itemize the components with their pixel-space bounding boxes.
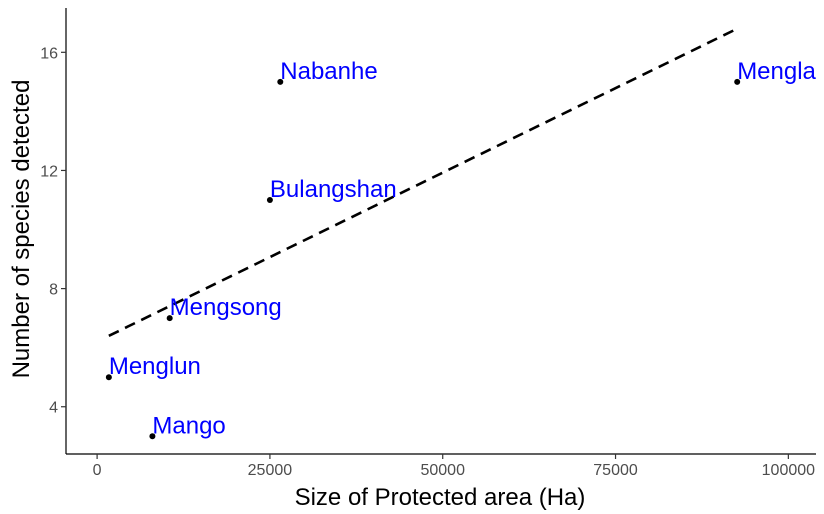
data-point	[105, 374, 112, 381]
y-tick-label: 4	[49, 400, 58, 417]
data-point	[277, 78, 284, 85]
y-axis-title: Number of species detected	[8, 80, 35, 379]
y-tick-label: 12	[40, 163, 58, 180]
point-label: Nabanhe	[280, 58, 377, 85]
trend-line	[108, 27, 738, 338]
x-tick-label: 100000	[762, 462, 815, 479]
data-point	[166, 315, 173, 322]
data-point	[266, 196, 273, 203]
x-tick-label: 25000	[248, 462, 293, 479]
point-label: Mengsong	[170, 294, 282, 321]
x-tick-label: 50000	[420, 462, 465, 479]
data-point	[734, 78, 741, 85]
data-point	[149, 433, 156, 440]
point-label: Mango	[152, 412, 225, 439]
point-label: Menglun	[109, 353, 201, 380]
x-tick-label: 75000	[593, 462, 638, 479]
point-label: Bulangshan	[270, 176, 397, 203]
x-tick-label: 0	[93, 462, 102, 479]
x-axis-title: Size of Protected area (Ha)	[295, 484, 586, 511]
y-tick-label: 16	[40, 45, 58, 62]
point-label: Mengla	[737, 58, 816, 85]
y-tick-label: 8	[49, 282, 58, 299]
